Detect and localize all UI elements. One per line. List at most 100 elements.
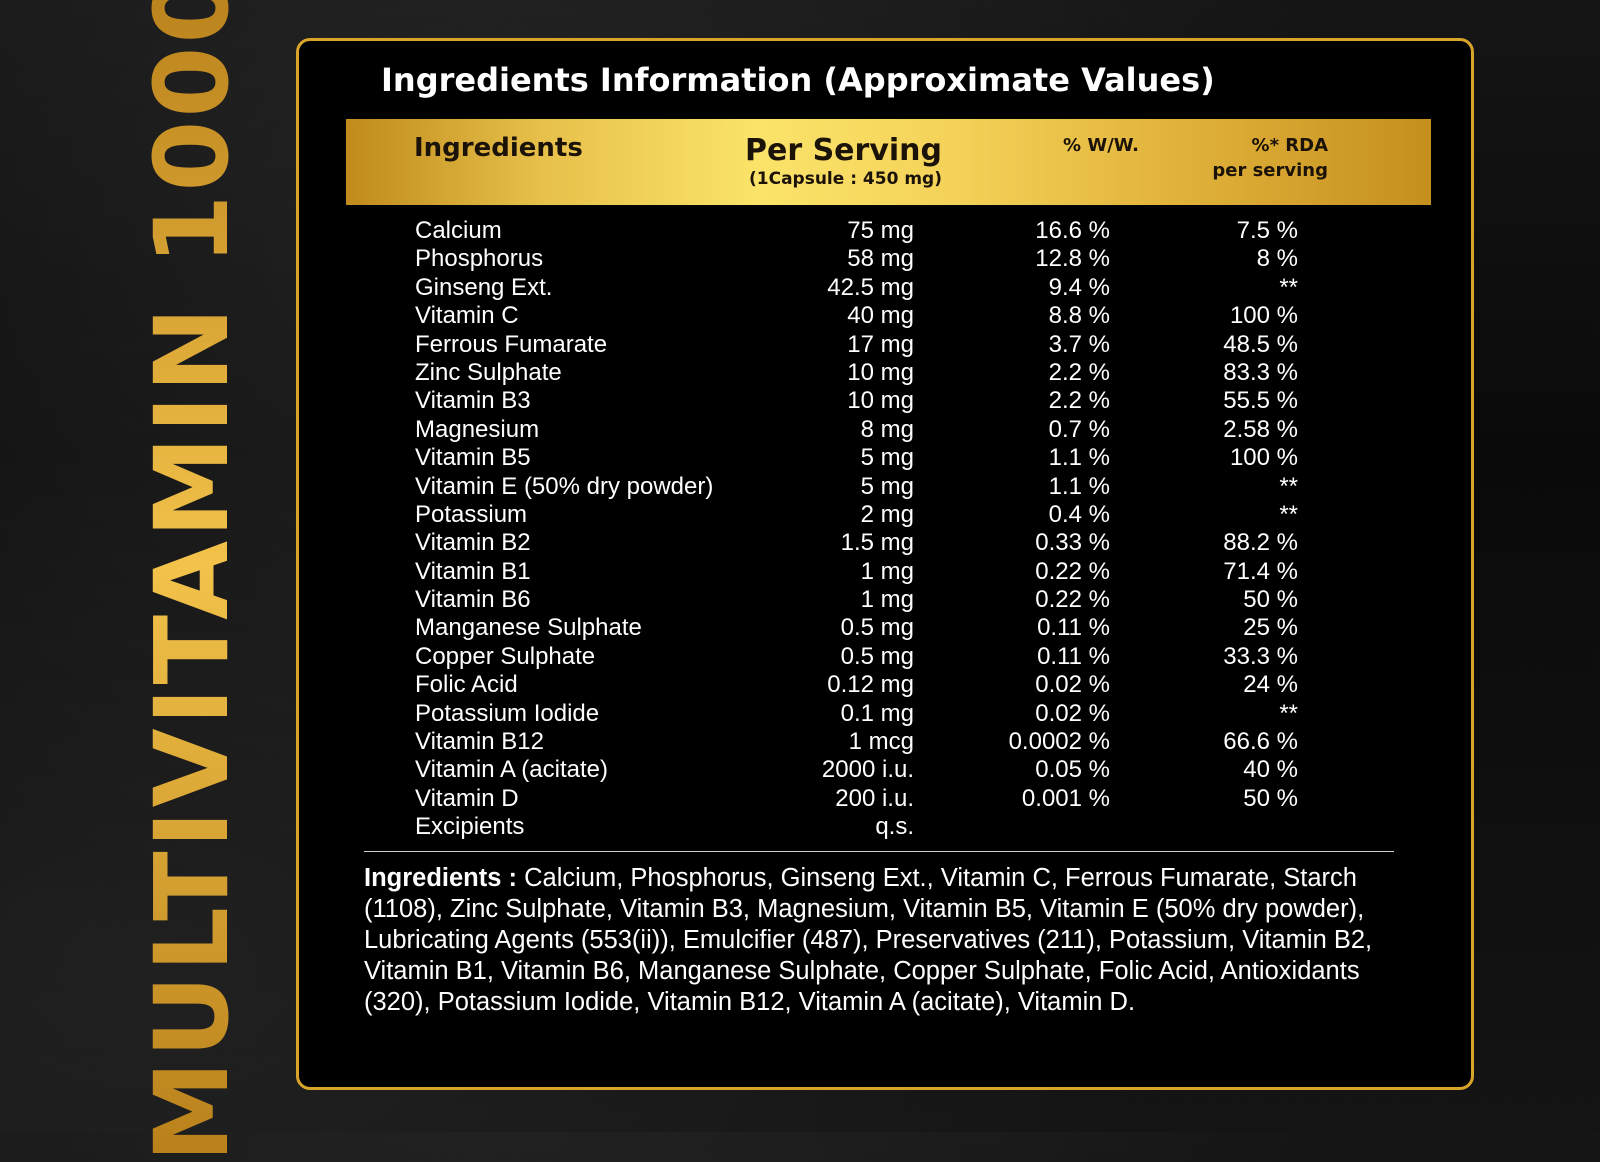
ingredient-name: Vitamin C	[415, 302, 519, 330]
table-row: Manganese Sulphate 0.5 mg 0.11 % 25 %	[299, 614, 1471, 642]
ww-value: 0.02 %	[1035, 699, 1110, 727]
per-serving-value: 2 mg	[860, 500, 914, 528]
rda-value: 48.5 %	[1223, 330, 1298, 358]
divider	[364, 851, 1394, 852]
ingredients-list-text: Calcium, Phosphorus, Ginseng Ext., Vitam…	[364, 864, 1373, 1016]
panel-title: Ingredients Information (Approximate Val…	[381, 61, 1215, 99]
table-row: Zinc Sulphate 10 mg 2.2 % 83.3 %	[299, 359, 1471, 387]
ww-value: 0.02 %	[1035, 671, 1110, 699]
per-serving-value: 40 mg	[847, 302, 914, 330]
rda-value: 50 %	[1243, 586, 1298, 614]
ingredient-name: Copper Sulphate	[415, 642, 596, 670]
ingredient-name: Vitamin E (50% dry powder)	[415, 472, 714, 500]
per-serving-value: 200 i.u.	[835, 784, 914, 812]
table-row: Vitamin B12 1 mcg 0.0002 % 66.6 %	[299, 728, 1471, 756]
rda-value: 8 %	[1256, 245, 1298, 273]
per-serving-value: 5 mg	[860, 472, 914, 500]
table-row: Vitamin B1 1 mg 0.22 % 71.4 %	[299, 558, 1471, 586]
ingredient-name: Vitamin D	[415, 784, 519, 812]
per-serving-value: 5 mg	[860, 444, 914, 472]
table-row: Ferrous Fumarate 17 mg 3.7 % 48.5 %	[299, 331, 1471, 359]
ingredient-name: Vitamin B12	[415, 728, 544, 756]
ingredient-name: Phosphorus	[415, 245, 544, 273]
per-serving-value: 17 mg	[847, 330, 914, 358]
ingredients-panel: Ingredients Information (Approximate Val…	[296, 38, 1474, 1090]
per-serving-value: 1.5 mg	[840, 529, 914, 557]
ww-value: 0.7 %	[1048, 415, 1110, 443]
ww-value: 0.05 %	[1035, 756, 1110, 784]
ww-value: 0.001 %	[1021, 784, 1110, 812]
table-row: Potassium Iodide 0.1 mg 0.02 % **	[299, 700, 1471, 728]
ingredient-name: Manganese Sulphate	[415, 614, 642, 642]
table-row: Phosphorus 58 mg 12.8 % 8 %	[299, 245, 1471, 273]
table-row: Excipients q.s.	[299, 813, 1471, 841]
per-serving-value: 1 mcg	[848, 728, 914, 756]
table-row: Vitamin C 40 mg 8.8 % 100 %	[299, 302, 1471, 330]
rda-value: 2.58 %	[1223, 415, 1298, 443]
per-serving-value: 42.5 mg	[827, 273, 914, 301]
rda-value: 25 %	[1243, 614, 1298, 642]
per-serving-value: 10 mg	[847, 387, 914, 415]
ww-value: 8.8 %	[1048, 302, 1110, 330]
table-row: Vitamin B6 1 mg 0.22 % 50 %	[299, 586, 1471, 614]
ww-value: 0.0002 %	[1008, 728, 1110, 756]
ingredient-name: Vitamin B1	[415, 557, 531, 585]
rda-value: 88.2 %	[1223, 529, 1298, 557]
table-row: Vitamin B5 5 mg 1.1 % 100 %	[299, 444, 1471, 472]
ingredient-name: Calcium	[415, 217, 502, 244]
ww-value: 0.11 %	[1037, 614, 1110, 642]
per-serving-value: 75 mg	[847, 217, 914, 244]
ingredient-name: Excipients	[415, 813, 525, 841]
rda-value: **	[1279, 699, 1298, 727]
ingredient-name: Zinc Sulphate	[415, 358, 562, 386]
ingredient-name: Vitamin B3	[415, 387, 531, 415]
header-per-serving: Per Serving	[745, 133, 942, 168]
ingredient-name: Potassium	[415, 500, 528, 528]
rda-value: **	[1279, 472, 1298, 500]
rda-value: 100 %	[1229, 444, 1298, 472]
table-row: Vitamin D 200 i.u. 0.001 % 50 %	[299, 785, 1471, 813]
ingredients-list: Ingredients : Calcium, Phosphorus, Ginse…	[364, 863, 1414, 1018]
rda-value: 40 %	[1243, 756, 1298, 784]
rda-value: 55.5 %	[1223, 387, 1298, 415]
ww-value: 0.4 %	[1048, 500, 1110, 528]
per-serving-value: 0.1 mg	[840, 699, 914, 727]
ww-value: 1.1 %	[1048, 444, 1110, 472]
table-row: Copper Sulphate 0.5 mg 0.11 % 33.3 %	[299, 643, 1471, 671]
per-serving-value: 58 mg	[847, 245, 914, 273]
header-ww: % W/W.	[1063, 135, 1139, 156]
rda-value: 66.6 %	[1223, 728, 1298, 756]
ingredient-name: Potassium Iodide	[415, 699, 600, 727]
ww-value: 0.33 %	[1035, 529, 1110, 557]
ww-value: 1.1 %	[1048, 472, 1110, 500]
rda-value: 71.4 %	[1223, 557, 1298, 585]
ww-value: 16.6 %	[1035, 217, 1110, 244]
rda-value: 7.5 %	[1236, 217, 1298, 244]
ww-value: 2.2 %	[1048, 387, 1110, 415]
rda-value: **	[1279, 500, 1298, 528]
ingredient-name: Folic Acid	[415, 671, 518, 699]
table-row: Calcium 75 mg 16.6 % 7.5 %	[299, 217, 1471, 245]
per-serving-value: q.s.	[875, 813, 914, 841]
ww-value: 2.2 %	[1048, 358, 1110, 386]
rda-value: 100 %	[1229, 302, 1298, 330]
per-serving-value: 1 mg	[860, 557, 914, 585]
ingredient-name: Vitamin B2	[415, 529, 531, 557]
ingredients-list-label: Ingredients :	[364, 864, 518, 892]
table-row: Potassium 2 mg 0.4 % **	[299, 501, 1471, 529]
table-row: Vitamin B2 1.5 mg 0.33 % 88.2 %	[299, 529, 1471, 557]
table-row: Vitamin A (acitate) 2000 i.u. 0.05 % 40 %	[299, 756, 1471, 784]
ingredient-name: Vitamin A (acitate)	[415, 756, 608, 784]
per-serving-value: 2000 i.u.	[821, 756, 914, 784]
product-name-vertical: MULTIVITAMIN 1000	[133, 0, 252, 1162]
table-row: Vitamin B3 10 mg 2.2 % 55.5 %	[299, 387, 1471, 415]
ww-value: 9.4 %	[1048, 273, 1110, 301]
per-serving-value: 10 mg	[847, 358, 914, 386]
header-rda: %* RDA	[1251, 135, 1328, 156]
header-per-serving-sub: (1Capsule : 450 mg)	[749, 169, 942, 189]
header-ingredients: Ingredients	[414, 133, 583, 163]
ingredients-table: Calcium 75 mg 16.6 % 7.5 % Phosphorus 58 mg 12…	[299, 217, 1471, 842]
rda-value: **	[1279, 273, 1298, 301]
ww-value: 0.11 %	[1037, 642, 1110, 670]
per-serving-value: 1 mg	[860, 586, 914, 614]
